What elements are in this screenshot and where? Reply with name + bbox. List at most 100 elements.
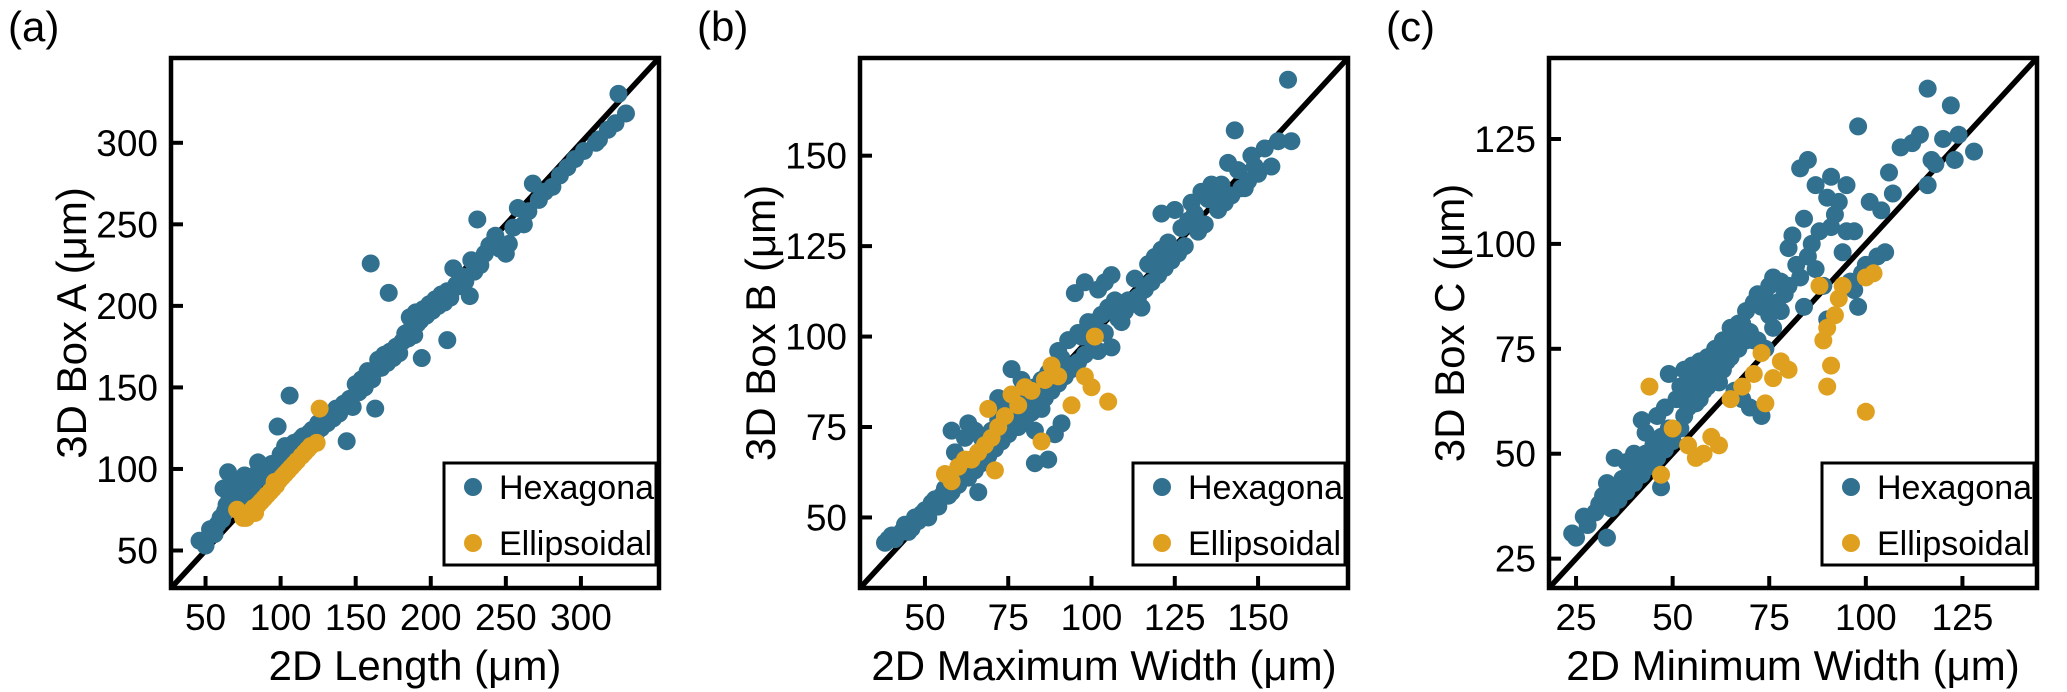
point-hexagonal (1132, 298, 1151, 317)
point-hexagonal (1567, 528, 1586, 547)
legend-marker-ellipsoidal (1842, 534, 1860, 552)
y-tick-label: 100 (785, 317, 847, 358)
x-tick-label: 100 (250, 597, 312, 638)
point-hexagonal (1926, 155, 1945, 174)
x-tick-label: 50 (1652, 597, 1693, 638)
y-tick-label: 50 (117, 530, 158, 571)
point-hexagonal (379, 283, 398, 302)
y-tick-label: 75 (806, 407, 847, 448)
legend-marker-hexagonal (1153, 478, 1171, 496)
point-hexagonal (1269, 132, 1288, 151)
point-hexagonal (1849, 117, 1868, 136)
point-hexagonal (1876, 243, 1895, 262)
y-axis-label: 3D Box A (μm) (48, 187, 95, 459)
point-hexagonal (1845, 222, 1864, 241)
point-hexagonal (1255, 139, 1274, 158)
point-hexagonal (1102, 338, 1121, 357)
legend-label-hexagonal: Hexagonal (1188, 469, 1351, 507)
point-hexagonal (1883, 184, 1902, 203)
point-hexagonal (1249, 164, 1268, 183)
y-tick-label: 150 (785, 136, 847, 177)
point-hexagonal (1795, 209, 1814, 228)
point-ellipsoidal (1752, 344, 1771, 363)
y-tick-label: 200 (96, 286, 158, 327)
point-hexagonal (1652, 478, 1671, 497)
point-hexagonal (366, 399, 385, 418)
y-axis-label: 3D Box B (μm) (737, 185, 784, 461)
point-ellipsoidal (1856, 402, 1875, 421)
point-hexagonal (1282, 132, 1301, 151)
y-tick-label: 100 (1474, 224, 1536, 265)
point-hexagonal (280, 386, 299, 405)
point-hexagonal (519, 202, 538, 221)
point-hexagonal (1833, 243, 1852, 262)
point-ellipsoidal (1652, 465, 1671, 484)
x-tick-label: 150 (325, 597, 387, 638)
point-hexagonal (1965, 142, 1984, 161)
x-axis-label: 2D Maximum Width (μm) (871, 642, 1336, 689)
point-ellipsoidal (985, 461, 1004, 480)
point-ellipsoidal (1721, 390, 1740, 409)
x-tick-label: 125 (1932, 597, 1994, 638)
point-ellipsoidal (1694, 444, 1713, 463)
point-hexagonal (1165, 200, 1184, 219)
y-tick-label: 300 (96, 123, 158, 164)
point-ellipsoidal (1779, 360, 1798, 379)
point-ellipsoidal (1822, 356, 1841, 375)
point-hexagonal (361, 254, 380, 273)
x-tick-label: 125 (1144, 597, 1206, 638)
y-tick-label: 25 (1495, 539, 1536, 580)
y-tick-label: 150 (96, 367, 158, 408)
point-hexagonal (1225, 121, 1244, 140)
y-tick-label: 50 (806, 497, 847, 538)
point-hexagonal (1941, 96, 1960, 115)
point-hexagonal (1822, 167, 1841, 186)
point-ellipsoidal (1082, 378, 1101, 397)
point-hexagonal (438, 331, 457, 350)
point-hexagonal (1052, 414, 1071, 433)
plot-border (1546, 55, 2040, 591)
point-ellipsoidal (1756, 394, 1775, 413)
y-tick-label: 100 (96, 449, 158, 490)
x-tick-label: 75 (1749, 597, 1790, 638)
point-hexagonal (1659, 364, 1678, 383)
panel-b-label: (b) (697, 3, 749, 50)
x-tick-label: 100 (1835, 597, 1897, 638)
x-tick-label: 200 (400, 597, 462, 638)
point-hexagonal (1798, 150, 1817, 169)
point-hexagonal (1771, 302, 1790, 321)
legend-marker-ellipsoidal (1153, 534, 1171, 552)
legend-marker-hexagonal (1842, 478, 1860, 496)
x-axis-label: 2D Length (μm) (269, 642, 562, 689)
point-ellipsoidal (1099, 392, 1118, 411)
panel-a-label: (a) (8, 3, 60, 50)
point-ellipsoidal (1022, 381, 1041, 400)
point-hexagonal (1262, 157, 1281, 176)
point-ellipsoidal (1825, 306, 1844, 325)
point-hexagonal (268, 417, 287, 436)
point-hexagonal (1849, 297, 1868, 316)
point-ellipsoidal (307, 433, 326, 452)
point-hexagonal (1279, 70, 1298, 89)
point-hexagonal (1829, 192, 1848, 211)
point-ellipsoidal (1663, 419, 1682, 438)
x-tick-label: 50 (185, 597, 226, 638)
point-hexagonal (1175, 237, 1194, 256)
point-hexagonal (1918, 79, 1937, 98)
point-hexagonal (1945, 150, 1964, 169)
point-hexagonal (1872, 201, 1891, 220)
point-hexagonal (1764, 318, 1783, 337)
point-hexagonal (1075, 273, 1094, 292)
point-ellipsoidal (942, 472, 961, 491)
panel-a: (a) 50 100 150 200 250 300 50 100 150 200 250 300 2D… (0, 0, 689, 692)
legend-marker-ellipsoidal (464, 534, 482, 552)
point-ellipsoidal (979, 399, 998, 418)
panel-b: (b) 50 75 100 125 150 50 75 100 125 150 2D Maximum… (689, 0, 1378, 692)
x-tick-label: 250 (475, 597, 537, 638)
point-ellipsoidal (1864, 264, 1883, 283)
point-hexagonal (1806, 176, 1825, 195)
point-ellipsoidal (1009, 396, 1028, 415)
point-ellipsoidal (1710, 436, 1729, 455)
